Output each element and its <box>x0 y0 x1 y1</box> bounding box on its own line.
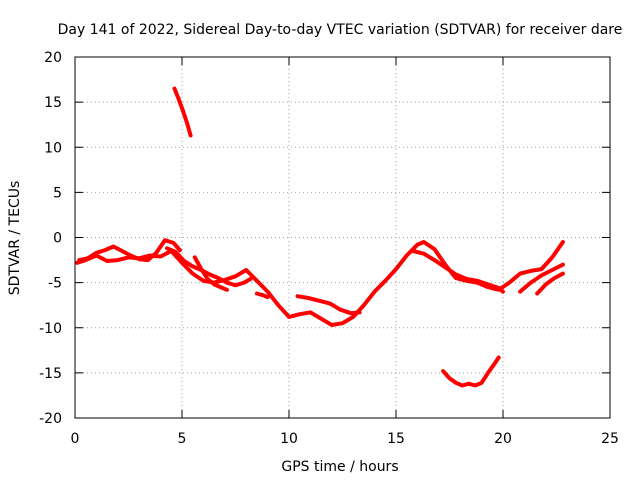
x-tick-label: 25 <box>601 431 619 447</box>
x-tick-labels: 0 5 10 15 20 25 <box>71 431 619 447</box>
series-afternoon-dip-branch <box>165 246 253 288</box>
x-tick-label: 10 <box>280 431 298 447</box>
y-tick-label: 20 <box>44 50 62 66</box>
series-segment-e <box>411 249 505 294</box>
y-axis-title: SDTVAR / TECUs <box>7 181 23 296</box>
y-tick-label: 15 <box>44 95 62 111</box>
series-late-up <box>518 262 565 294</box>
x-tick-label: 20 <box>494 431 512 447</box>
y-tick-label: -5 <box>48 276 62 292</box>
series-low-outlier <box>441 355 501 388</box>
series-late-low <box>535 271 565 296</box>
x-tick-label: 5 <box>178 431 187 447</box>
y-tick-label: 0 <box>53 231 62 247</box>
y-tick-label: 10 <box>44 140 62 156</box>
x-tick-label: 15 <box>387 431 405 447</box>
series-segment-b <box>192 255 229 292</box>
series-segment-d <box>295 294 362 316</box>
x-axis-title: GPS time / hours <box>281 459 398 475</box>
grid-lines <box>75 57 610 418</box>
y-tick-label: -15 <box>39 366 62 382</box>
y-tick-label: 5 <box>53 185 62 201</box>
data-series <box>75 86 565 388</box>
axis-ticks <box>74 56 611 419</box>
x-tick-label: 0 <box>71 431 80 447</box>
y-tick-label: -10 <box>39 321 62 337</box>
chart-title: Day 141 of 2022, Sidereal Day-to-day VTE… <box>58 22 623 38</box>
series-high-outlier <box>172 86 193 138</box>
series-segment-c <box>254 291 270 300</box>
y-tick-labels: -20 -15 -10 -5 0 5 10 15 20 <box>39 50 62 427</box>
series-upper-branch <box>77 238 182 263</box>
y-tick-label: -20 <box>39 411 62 427</box>
